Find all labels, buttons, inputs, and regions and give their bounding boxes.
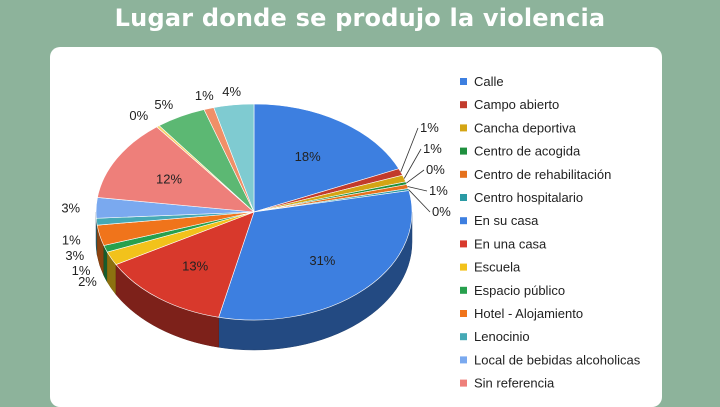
pie-chart: 18%31%13%2%1%3%1%3%12%0%5%1%4%1%1%0%1%0%… [50, 47, 662, 407]
legend-swatch [460, 380, 467, 387]
pie-top-layer [96, 104, 412, 320]
legend-swatch [460, 78, 467, 85]
leader-line-1 [401, 128, 418, 172]
slice-label-13: 12% [156, 172, 182, 187]
slice-label-2: 1% [423, 141, 442, 156]
legend-swatch [460, 101, 467, 108]
legend-swatch [460, 124, 467, 131]
slice-label-15: 5% [154, 97, 173, 112]
slice-label-7: 13% [182, 259, 208, 274]
legend-swatch [460, 333, 467, 340]
legend-swatch [460, 264, 467, 271]
slice-label-14: 0% [129, 108, 148, 123]
legend-swatch [460, 287, 467, 294]
legend-label: Escuela [474, 260, 521, 275]
slice-label-12: 3% [61, 200, 80, 215]
page-title: Lugar donde se produjo la violencia [0, 4, 720, 32]
legend-label: En su casa [474, 213, 539, 228]
legend-label: Hotel - Alojamiento [474, 306, 583, 321]
slice-label-1: 1% [420, 120, 439, 135]
legend-label: Centro hospitalario [474, 190, 583, 205]
legend-swatch [460, 217, 467, 224]
slice-label-6: 31% [309, 253, 335, 268]
legend-label: Centro de acogida [474, 144, 581, 159]
legend-swatch [460, 171, 467, 178]
slice-label-3: 0% [426, 162, 445, 177]
legend-swatch [460, 240, 467, 247]
legend-label: Campo abierto [474, 97, 559, 112]
legend-label: Calle [474, 74, 504, 89]
legend-label: Cancha deportiva [474, 120, 577, 135]
chart-card: 18%31%13%2%1%3%1%3%12%0%5%1%4%1%1%0%1%0%… [50, 47, 662, 407]
legend-label: Sin referencia [474, 376, 555, 391]
legend-label: Local de bebidas alcoholicas [474, 352, 641, 367]
slice-label-16: 1% [195, 88, 214, 103]
slice-label-10: 3% [65, 248, 84, 263]
legend-label: Centro de rehabilitación [474, 167, 611, 182]
legend-swatch [460, 310, 467, 317]
legend-swatch [460, 148, 467, 155]
legend-label: Espacio público [474, 283, 565, 298]
legend-label: Lenocinio [474, 329, 530, 344]
legend-label: En una casa [474, 236, 547, 251]
leader-line-4 [408, 187, 427, 191]
leader-line-3 [406, 170, 424, 183]
legend: Calle Campo abierto Cancha deportiva Centro… [460, 74, 641, 391]
slice-label-5: 0% [432, 204, 451, 219]
slice-label-17: 4% [222, 84, 241, 99]
legend-swatch [460, 356, 467, 363]
slice-label-11: 1% [62, 232, 81, 247]
slice-label-0: 18% [295, 149, 321, 164]
slice-label-9: 1% [72, 263, 91, 278]
legend-swatch [460, 194, 467, 201]
slice-label-4: 1% [429, 183, 448, 198]
